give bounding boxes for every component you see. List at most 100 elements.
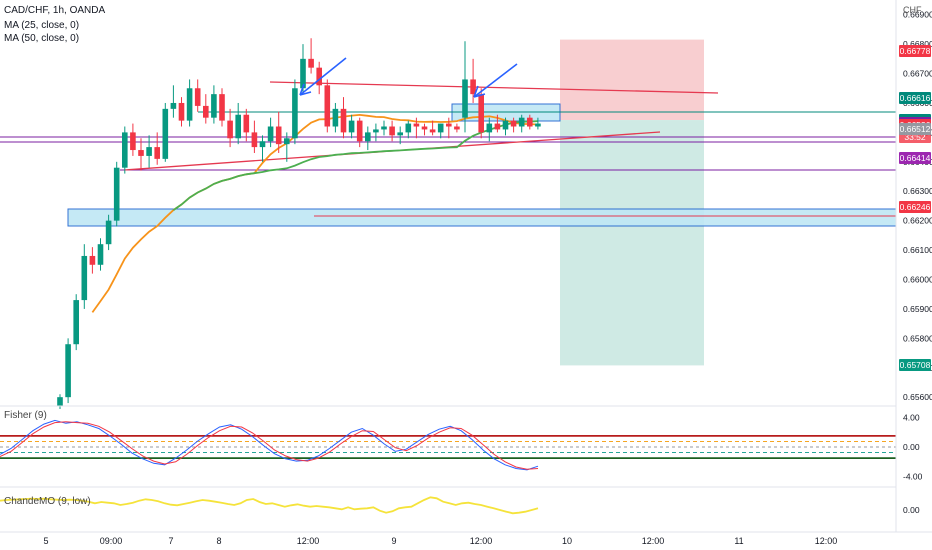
candle-body: [316, 67, 322, 86]
price-badge: 0.66512: [899, 122, 931, 135]
fisher-pane: 4.00 0.00 -4.00: [0, 412, 923, 482]
fisher-series-line: [0, 421, 539, 470]
currency-label: CHF: [903, 5, 922, 15]
candle-body: [373, 129, 379, 133]
candle-body: [170, 102, 177, 109]
time-tick-label: 12:00: [642, 536, 665, 546]
candle-body: [251, 132, 258, 148]
candle-body: [292, 88, 298, 139]
candle-body: [324, 85, 331, 127]
candle-body: [57, 397, 63, 406]
candle-body: [365, 132, 371, 142]
candle-body: [275, 126, 282, 145]
price-badge: 0.66616: [899, 92, 931, 105]
candle-body: [502, 120, 509, 130]
time-tick-label: 7: [168, 536, 173, 546]
candle-body: [381, 126, 387, 130]
candle-body: [146, 147, 152, 156]
candles: [57, 38, 541, 409]
candle-body: [421, 126, 428, 130]
price-tick-label: 0.66300: [903, 186, 932, 196]
price-tick-label: 0.66900: [903, 10, 932, 20]
ma25-legend[interactable]: MA (25, close, 0): [4, 20, 80, 31]
candle-body: [89, 255, 96, 265]
price-badge: 0.65708: [899, 359, 931, 372]
candle-body: [348, 120, 355, 133]
candle-body: [494, 123, 501, 130]
fisher-tick-label: 0.00: [903, 442, 920, 452]
support-box: [67, 208, 897, 227]
candle-body: [194, 88, 201, 106]
chande-tick-label: 0.00: [903, 505, 920, 515]
fisher-legend[interactable]: Fisher (9): [4, 410, 47, 421]
fisher-tick-label: 4.00: [903, 412, 920, 422]
time-tick-label: 12:00: [297, 536, 320, 546]
price-tick-label: 0.66000: [903, 274, 932, 284]
candle-body: [340, 108, 347, 133]
candle-body: [389, 126, 395, 136]
time-tick-label: 12:00: [815, 536, 838, 546]
arrow-icon: [473, 63, 518, 98]
candle-body: [267, 126, 274, 142]
candle-body: [138, 150, 144, 156]
candle-body: [405, 123, 412, 133]
candle-body: [356, 120, 363, 142]
candle-body: [211, 94, 217, 118]
time-tick-label: 11: [734, 536, 743, 546]
candle-body: [186, 88, 193, 121]
candle-body: [227, 120, 233, 139]
time-tick-label: 10: [562, 536, 572, 546]
price-tick-label: 0.65900: [903, 304, 932, 314]
arrow-head-icon: [473, 85, 486, 98]
price-tick-label: 0.66800: [903, 39, 932, 49]
symbol-title[interactable]: CAD/CHF, 1h, OANDA: [4, 5, 106, 16]
price-tick-label: 0.65600: [903, 392, 932, 402]
candle-body: [429, 129, 436, 133]
candle-body: [535, 123, 541, 127]
candle-body: [235, 114, 241, 139]
candle-body: [178, 102, 185, 121]
position-zones: [560, 39, 704, 366]
chande-series-line: [0, 496, 539, 515]
candle-body: [518, 117, 525, 127]
candle-body: [486, 123, 493, 133]
fisher-tick-label: -4.00: [903, 472, 923, 482]
trend-line-upper: [269, 81, 719, 94]
candle-body: [130, 132, 136, 151]
candle-body: [105, 220, 112, 245]
price-badge: 0.66246: [899, 201, 931, 214]
fisher-series-line: [0, 419, 539, 471]
candle-body: [284, 138, 290, 145]
candle-body: [300, 58, 306, 89]
candle-body: [527, 117, 533, 127]
candle-body: [308, 58, 314, 68]
candle-body: [122, 132, 128, 168]
price-tick-label: 0.66700: [903, 69, 932, 79]
candle-body: [73, 300, 79, 345]
time-axis[interactable]: 5 09:00 7 8 12:00 9 12:00 10 12:00 11 12:00: [43, 536, 837, 546]
candle-body: [162, 108, 169, 159]
candle-body: [97, 244, 104, 265]
candle-body: [259, 141, 266, 148]
chande-legend[interactable]: ChandeMO (9, low): [4, 496, 91, 507]
candle-body: [413, 123, 420, 127]
candle-body: [478, 94, 484, 133]
price-tick-label: 0.66200: [903, 216, 932, 226]
candle-body: [446, 123, 452, 127]
price-tick-label: 0.65800: [903, 333, 932, 343]
time-tick-label: 9: [391, 536, 396, 546]
candle-body: [113, 167, 120, 221]
candle-body: [332, 108, 339, 127]
candle-body: [81, 255, 88, 301]
ma50-legend[interactable]: MA (50, close, 0): [4, 33, 80, 44]
price-tick-label: 0.66100: [903, 245, 932, 255]
time-tick-label: 8: [216, 536, 221, 546]
arrow-head-icon: [299, 83, 312, 96]
price-badge: 0.66414: [899, 151, 931, 164]
candle-body: [462, 79, 468, 118]
candle-body: [65, 344, 71, 398]
stop-loss-zone: [560, 39, 704, 121]
take-profit-zone: [560, 120, 704, 366]
arrow-icon: [299, 57, 347, 96]
